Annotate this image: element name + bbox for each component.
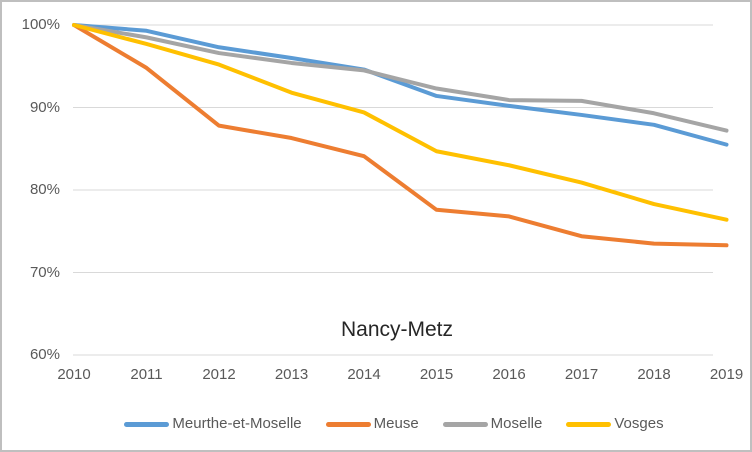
legend-item-vosges: Vosges	[566, 414, 664, 434]
y-tick-label: 60%	[29, 346, 60, 363]
x-tick-label: 2014	[347, 366, 381, 383]
x-tick-label: 2010	[57, 366, 91, 383]
legend-item-meuse: Meuse	[325, 414, 419, 434]
x-tick-label: 2013	[274, 366, 309, 383]
x-tick-label: 2018	[637, 366, 671, 383]
chart-title: Nancy-Metz	[340, 318, 454, 341]
x-tick-label: 2015	[419, 366, 454, 383]
legend-swatch-icon	[442, 421, 488, 427]
legend: Meurthe-et-Moselle Meuse Moselle Vosges	[64, 413, 724, 435]
legend-swatch-icon	[566, 421, 612, 427]
legend-label: Meuse	[373, 415, 419, 432]
x-tick-label: 2011	[130, 366, 163, 383]
x-tick-label: 2019	[709, 366, 744, 383]
y-tick-label: 100%	[21, 16, 60, 33]
legend-item-meurthe-et-moselle: Meurthe-et-Moselle	[124, 414, 302, 434]
x-tick-label: 2017	[564, 366, 599, 383]
x-tick-label: 2016	[492, 366, 526, 383]
legend-label: Meurthe-et-Moselle	[172, 415, 302, 432]
legend-swatch-icon	[124, 421, 170, 427]
legend-item-moselle: Moselle	[442, 414, 543, 434]
x-tick-label: 2012	[202, 366, 236, 383]
legend-label: Moselle	[490, 415, 543, 432]
legend-label: Vosges	[614, 415, 664, 432]
y-tick-label: 80%	[29, 181, 60, 198]
series-line-meurthe-et-moselle	[72, 23, 729, 147]
series-line-vosges	[72, 23, 729, 222]
legend-swatch-icon	[325, 421, 371, 427]
y-tick-label: 90%	[29, 98, 60, 116]
series-line-meuse	[72, 23, 729, 248]
series-line-moselle	[72, 23, 729, 133]
y-tick-label: 70%	[29, 263, 60, 281]
